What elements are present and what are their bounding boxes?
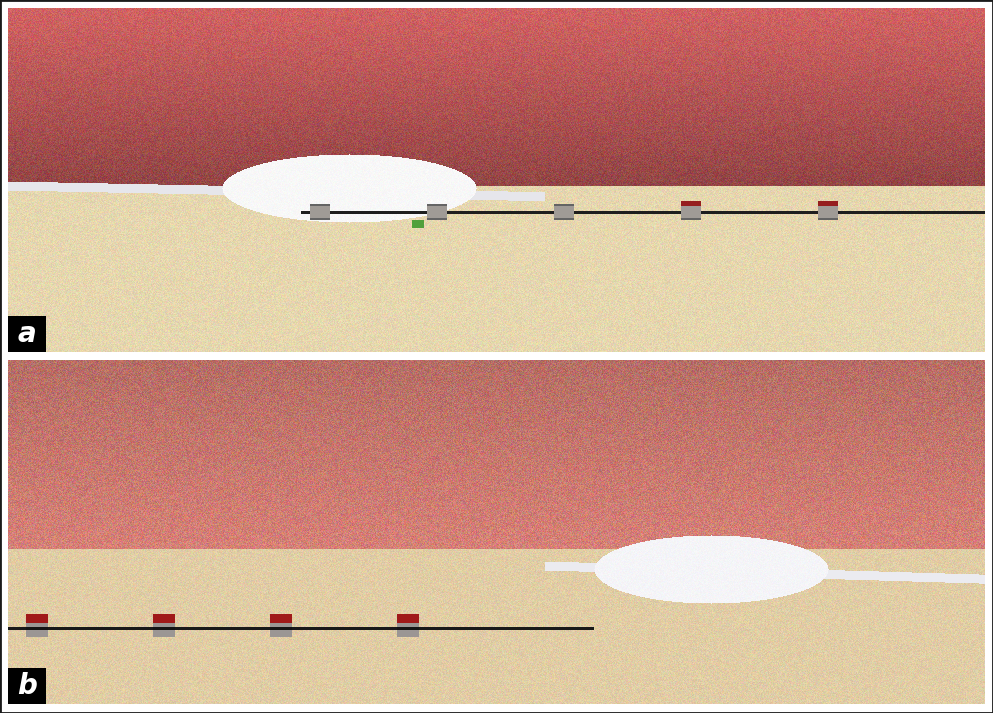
FancyBboxPatch shape bbox=[8, 668, 46, 704]
Text: b: b bbox=[17, 672, 37, 700]
FancyBboxPatch shape bbox=[8, 316, 46, 352]
Text: a: a bbox=[18, 320, 37, 348]
